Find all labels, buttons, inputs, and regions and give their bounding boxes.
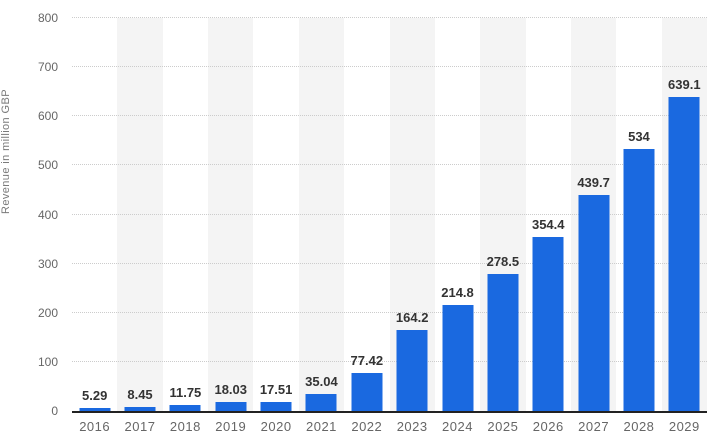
column-2024: 214.8 2024	[435, 18, 480, 434]
column-2022: 77.42 2022	[344, 18, 389, 434]
column-2027: 439.7 2027	[571, 18, 616, 434]
x-tick-label-2016: 2016	[79, 419, 111, 434]
x-tick-label-2019: 2019	[215, 419, 247, 434]
bar-2016[interactable]	[79, 408, 111, 411]
column-2023: 164.2 2023	[390, 18, 435, 434]
y-tick-label-300: 300	[37, 256, 58, 271]
bar-2021[interactable]	[305, 393, 337, 411]
bar-2027[interactable]	[578, 195, 610, 411]
value-label-2016: 5.29	[82, 388, 108, 404]
background-band	[298, 18, 345, 411]
y-tick-label-500: 500	[37, 158, 58, 173]
value-label-2023: 164.2	[395, 310, 429, 326]
value-label-2021: 35.04	[305, 373, 338, 389]
value-label-2022: 77.42	[350, 352, 384, 368]
gridline-400	[72, 213, 707, 215]
bar-2017[interactable]	[124, 406, 156, 411]
column-2020: 17.51 2020	[253, 18, 298, 434]
value-label-2018: 11.75	[169, 385, 202, 401]
bar-2025[interactable]	[487, 274, 519, 411]
bar-2024[interactable]	[442, 305, 474, 411]
x-tick-label-2026: 2026	[532, 419, 564, 434]
value-label-2019: 18.03	[214, 382, 248, 398]
background-band	[208, 18, 254, 411]
value-label-2027: 439.7	[577, 175, 610, 190]
y-axis-title: Revenue in million GBP	[0, 89, 12, 214]
column-2018: 11.75 2018	[163, 18, 208, 434]
x-tick-label-2017: 2017	[124, 419, 156, 434]
value-label-2025: 278.5	[486, 254, 520, 270]
value-label-2024: 214.8	[441, 285, 474, 301]
column-2016: 5.29 2016	[72, 18, 117, 434]
value-label-2020: 17.51	[259, 382, 293, 398]
x-tick-label-2023: 2023	[396, 419, 428, 434]
y-tick-label-700: 700	[37, 60, 58, 75]
bar-2028[interactable]	[623, 148, 655, 411]
gridline-500	[72, 164, 707, 166]
bar-2020[interactable]	[260, 402, 292, 411]
bar-2026[interactable]	[532, 236, 564, 411]
gridline-300	[72, 262, 707, 264]
y-tick-label-800: 800	[37, 11, 58, 25]
x-tick-label-2021: 2021	[305, 419, 337, 434]
x-tick-label-2027: 2027	[578, 419, 610, 434]
value-label-2028: 534	[628, 128, 650, 144]
gridline-800	[72, 17, 707, 18]
bar-2023[interactable]	[396, 330, 428, 411]
column-2026: 354.4 2026	[526, 18, 571, 434]
column-2029: 639.1 2029	[662, 18, 707, 434]
gridline-700	[72, 66, 707, 68]
x-tick-label-2018: 2018	[169, 419, 201, 434]
x-tick-label-2022: 2022	[351, 419, 383, 434]
x-tick-label-2025: 2025	[487, 419, 519, 434]
bar-2019[interactable]	[215, 402, 247, 411]
column-2021: 35.04 2021	[299, 18, 344, 434]
plot-area: 0 100 200 300 400 500 600 700 800 5.29 2016 8.45 201…	[38, 11, 707, 434]
column-2025: 278.5 2025	[480, 18, 525, 434]
y-tick-label-0: 0	[51, 404, 58, 418]
column-2017: 8.45 2017	[117, 18, 162, 434]
x-tick-label-2028: 2028	[623, 419, 655, 434]
y-tick-label-200: 200	[37, 305, 58, 320]
bar-2018[interactable]	[169, 405, 201, 411]
y-tick-label-100: 100	[37, 354, 58, 369]
value-label-2026: 354.4	[531, 216, 565, 232]
y-tick-label-400: 400	[37, 207, 58, 222]
column-2028: 534 2028	[616, 18, 661, 434]
x-tick-label-2020: 2020	[260, 419, 292, 434]
value-label-2029: 639.1	[668, 77, 701, 93]
background-band	[117, 18, 163, 411]
value-label-2017: 8.45	[127, 386, 153, 402]
bar-2029[interactable]	[668, 97, 700, 411]
gridline-600	[72, 115, 707, 117]
gridline-200	[72, 311, 707, 313]
x-tick-label-2029: 2029	[668, 419, 700, 434]
y-tick-label-600: 600	[37, 109, 58, 124]
x-tick-label-2024: 2024	[442, 419, 473, 434]
column-2019: 18.03 2019	[208, 18, 253, 434]
bar-2022[interactable]	[351, 372, 383, 411]
gridline-100	[72, 360, 707, 362]
